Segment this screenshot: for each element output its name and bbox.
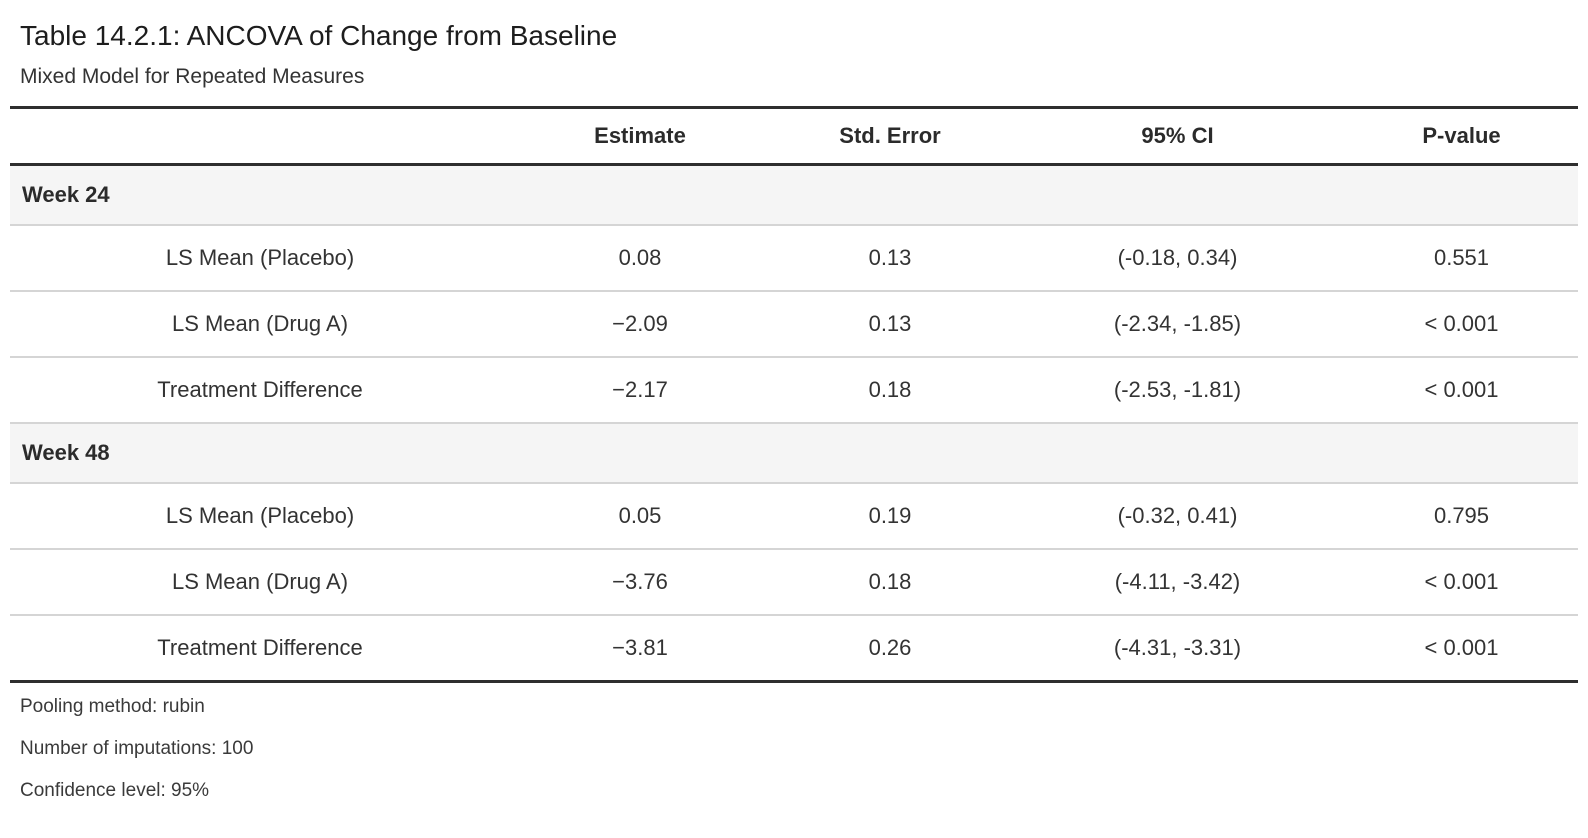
footnote-imputations: Number of imputations: 100 <box>20 738 254 759</box>
estimate-cell: −2.09 <box>510 291 770 358</box>
row-label: LS Mean (Placebo) <box>10 225 510 292</box>
row-label: LS Mean (Drug A) <box>10 291 510 358</box>
std-error-cell: 0.19 <box>770 483 1010 550</box>
group-row-week-48: Week 48 <box>10 423 1578 484</box>
row-label: LS Mean (Placebo) <box>10 483 510 550</box>
group-row-week-24: Week 24 <box>10 164 1578 226</box>
p-value-cell: < 0.001 <box>1345 549 1578 616</box>
ci-cell: (-4.31, -3.31) <box>1113 635 1242 660</box>
column-header-stub <box>10 107 510 166</box>
table-header-block: Table 14.2.1: ANCOVA of Change from Base… <box>0 0 1588 92</box>
table-row: LS Mean (Placebo) 0.08 0.13 (-0.18, 0.34… <box>10 225 1578 292</box>
row-label: Treatment Difference <box>157 635 363 660</box>
results-table: Estimate Std. Error 95% CI P-value Week … <box>10 106 1578 683</box>
p-value-cell: < 0.001 <box>1345 357 1578 424</box>
group-label: Week 48 <box>10 423 1578 484</box>
p-value-cell: 0.795 <box>1345 483 1578 550</box>
footnote-confidence-level: Confidence level: 95% <box>20 780 210 801</box>
ci-cell: (-2.34, -1.85) <box>1010 291 1345 358</box>
estimate-cell: −3.81 <box>612 635 668 660</box>
row-label: LS Mean (Drug A) <box>10 549 510 616</box>
column-header-std-error: Std. Error <box>770 107 1010 166</box>
group-label: Week 24 <box>10 164 1578 226</box>
table-row: Treatment Difference −2.17 0.18 (-2.53, … <box>10 357 1578 424</box>
p-value-cell: 0.551 <box>1345 225 1578 292</box>
column-header-estimate: Estimate <box>510 107 770 166</box>
ci-cell: (-0.32, 0.41) <box>1010 483 1345 550</box>
ci-cell: (-2.53, -1.81) <box>1010 357 1345 424</box>
column-header-row: Estimate Std. Error 95% CI P-value <box>10 107 1578 166</box>
ci-cell: (-4.11, -3.42) <box>1010 549 1345 616</box>
table-row: LS Mean (Drug A) −3.76 0.18 (-4.11, -3.4… <box>10 549 1578 616</box>
estimate-cell: −2.17 <box>510 357 770 424</box>
table-row: LS Mean (Drug A) −2.09 0.13 (-2.34, -1.8… <box>10 291 1578 358</box>
ci-cell: (-0.18, 0.34) <box>1010 225 1345 292</box>
p-value-cell: < 0.001 <box>1424 635 1499 660</box>
estimate-cell: 0.08 <box>510 225 770 292</box>
std-error-cell: 0.13 <box>770 225 1010 292</box>
page-subtitle: Mixed Model for Repeated Measures <box>20 65 365 88</box>
table-footnotes: Pooling method: rubin Number of imputati… <box>0 683 1588 803</box>
p-value-cell: < 0.001 <box>1345 291 1578 358</box>
table-row: Treatment Difference −3.81 0.26 (-4.31, … <box>10 615 1578 682</box>
estimate-cell: 0.05 <box>510 483 770 550</box>
std-error-cell: 0.18 <box>770 549 1010 616</box>
page-title: Table 14.2.1: ANCOVA of Change from Base… <box>20 20 618 51</box>
std-error-cell: 0.13 <box>770 291 1010 358</box>
std-error-cell: 0.26 <box>868 635 912 660</box>
table-row: LS Mean (Placebo) 0.05 0.19 (-0.32, 0.41… <box>10 483 1578 550</box>
column-header-ci: 95% CI <box>1010 107 1345 166</box>
row-label: Treatment Difference <box>10 357 510 424</box>
std-error-cell: 0.18 <box>770 357 1010 424</box>
estimate-cell: −3.76 <box>510 549 770 616</box>
column-header-p-value: P-value <box>1345 107 1578 166</box>
footnote-pooling-method: Pooling method: rubin <box>20 696 205 717</box>
